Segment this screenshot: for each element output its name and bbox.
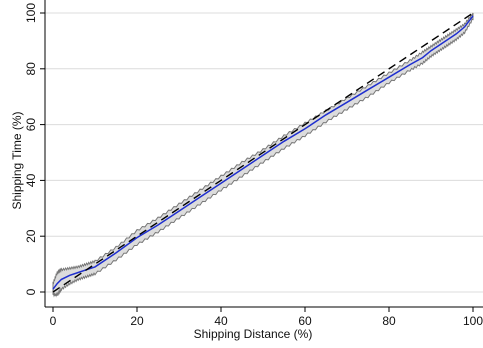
x-axis-title: Shipping Distance (%) bbox=[194, 327, 313, 341]
x-tick-label-20: 20 bbox=[130, 314, 144, 328]
y-tick-label-40: 40 bbox=[24, 173, 38, 187]
x-tick-label-100: 100 bbox=[463, 314, 483, 328]
y-tick-label-100: 100 bbox=[24, 3, 38, 23]
y-axis-title: Shipping Time (%) bbox=[10, 111, 24, 209]
y-tick-label-60: 60 bbox=[24, 118, 38, 132]
x-tick-label-60: 60 bbox=[298, 314, 312, 328]
series-line-estimate bbox=[52, 15, 474, 290]
x-tick-label-80: 80 bbox=[382, 314, 396, 328]
y-tick-label-20: 20 bbox=[24, 229, 38, 243]
tick-label-layer: 0 20 40 60 80 100 0 20 40 60 80 100 bbox=[24, 3, 483, 328]
x-tick-label-40: 40 bbox=[214, 314, 228, 328]
y-tick-label-0: 0 bbox=[24, 288, 38, 295]
axis-layer bbox=[40, 0, 483, 312]
series-layer bbox=[52, 12, 474, 293]
x-tick-label-0: 0 bbox=[50, 314, 57, 328]
y-tick-label-80: 80 bbox=[24, 62, 38, 76]
series-line-reference bbox=[52, 12, 474, 293]
grid-layer bbox=[45, 12, 483, 293]
